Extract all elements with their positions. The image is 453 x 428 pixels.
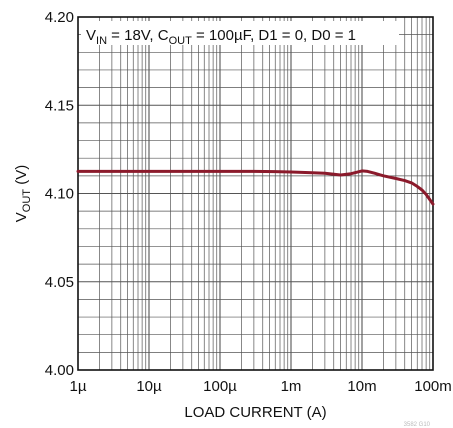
y-axis-label: VOUT (V) xyxy=(13,165,33,222)
x-tick-label: 10µ xyxy=(136,378,162,395)
y-axis-label-sub: OUT xyxy=(21,189,33,213)
x-axis-label: LOAD CURRENT (A) xyxy=(184,404,326,421)
x-tick-label: 1µ xyxy=(70,378,87,395)
annot-in: IN xyxy=(96,35,107,47)
y-tick-label: 4.15 xyxy=(45,97,74,114)
x-tick-label: 10m xyxy=(347,378,376,395)
y-tick-label: 4.10 xyxy=(45,186,74,203)
annot-rest: = 100µF, D1 = 0, D0 = 1 xyxy=(192,27,356,44)
annotation-background xyxy=(81,21,399,45)
y-tick-labels: 4.00 4.05 4.10 4.15 4.20 xyxy=(45,9,74,379)
conditions-annotation: VIN = 18V, COUT = 100µF, D1 = 0, D0 = 1 xyxy=(86,27,356,47)
x-tick-label: 1m xyxy=(281,378,302,395)
y-axis-label-unit: (V) xyxy=(13,165,30,189)
annot-v: V xyxy=(86,27,96,44)
annot-eq-18v: = 18V, C xyxy=(107,27,169,44)
series-layer xyxy=(76,169,435,206)
grid xyxy=(78,17,433,370)
x-tick-label: 100µ xyxy=(203,378,237,395)
annot-out: OUT xyxy=(169,35,193,47)
figure-id: 3582 G10 xyxy=(404,422,431,428)
y-tick-label: 4.05 xyxy=(45,274,74,291)
plot-frame xyxy=(77,16,434,371)
x-tick-label: 100m xyxy=(414,378,452,395)
y-tick-label: 4.00 xyxy=(45,362,74,379)
series-line-vout xyxy=(76,169,435,206)
y-tick-label: 4.20 xyxy=(45,9,74,26)
y-axis-label-main: V xyxy=(13,212,30,222)
x-tick-labels: 1µ 10µ 100µ 1m 10m 100m xyxy=(70,378,452,395)
